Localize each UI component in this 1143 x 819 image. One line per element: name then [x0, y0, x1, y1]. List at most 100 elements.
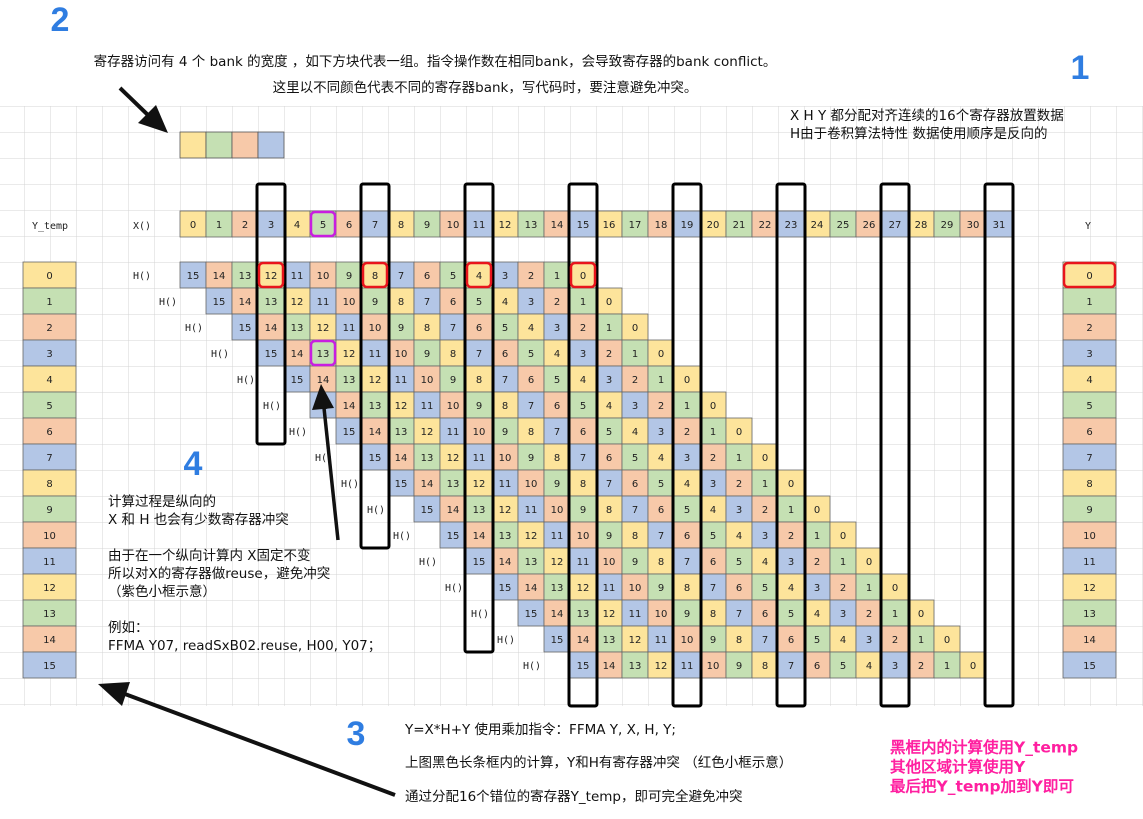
y-register	[1062, 391, 1117, 419]
h-register-label: 15	[525, 609, 538, 620]
h-register-label: 7	[788, 661, 794, 672]
h-label: H()	[237, 375, 255, 386]
h-register-label: 11	[655, 635, 668, 646]
h-register-label: 9	[346, 271, 352, 282]
h-register	[751, 495, 779, 523]
h-register	[309, 313, 337, 341]
x-register	[595, 210, 623, 238]
y-temp-register-label: 2	[46, 323, 52, 334]
h-register-label: 9	[684, 609, 690, 620]
note-line: 上图黑色长条框内的计算，Y和H有寄存器冲突 （红色小框示意）	[405, 754, 792, 771]
h-register-label: 9	[580, 505, 586, 516]
h-register	[543, 599, 571, 627]
y-register	[1062, 469, 1117, 497]
h-register-label: 6	[606, 453, 612, 464]
h-register	[569, 365, 597, 393]
h-register	[387, 469, 415, 497]
h-register	[543, 339, 571, 367]
h-register-label: 10	[447, 401, 460, 412]
h-register	[829, 573, 857, 601]
h-register-label: 10	[499, 453, 512, 464]
h-register	[335, 417, 363, 445]
h-register	[725, 495, 753, 523]
h-register-label: 8	[450, 349, 456, 360]
y-temp-register	[22, 443, 77, 471]
h-register-label: 13	[291, 323, 304, 334]
h-register	[413, 391, 441, 419]
h-register-label: 12	[395, 401, 408, 412]
h-register-label: 2	[736, 479, 742, 490]
h-register-label: 5	[502, 323, 508, 334]
h-register-label: 14	[239, 297, 252, 308]
h-register	[569, 417, 597, 445]
h-register-label: 12	[291, 297, 304, 308]
h-register	[439, 521, 467, 549]
h-register-label: 8	[476, 375, 482, 386]
x-register	[907, 210, 935, 238]
x-register-label: 7	[372, 220, 378, 231]
step-number: 3	[347, 715, 366, 753]
note-line: X H Y 都分配对齐连续的16个寄存器放置数据	[790, 107, 1064, 124]
x-register-label: 12	[499, 220, 512, 231]
h-register-label: 8	[606, 505, 612, 516]
x-register	[283, 210, 311, 238]
h-register	[439, 287, 467, 315]
y-temp-register-label: 12	[43, 583, 56, 594]
h-register-label: 0	[788, 479, 794, 490]
h-register-label: 1	[658, 375, 664, 386]
conflict-marker	[465, 261, 493, 289]
bank-swatch	[231, 131, 259, 159]
h-register-label: 8	[502, 401, 508, 412]
y-temp-register-label: 9	[46, 505, 52, 516]
x-register-label: 6	[346, 220, 352, 231]
h-register-label: 15	[265, 349, 278, 360]
h-register-label: 13	[265, 297, 278, 308]
y-register	[1062, 417, 1117, 445]
conflict-column	[775, 182, 807, 708]
h-register-label: 1	[632, 349, 638, 360]
h-register-label: 5	[736, 557, 742, 568]
h-register	[387, 261, 415, 289]
conflict-marker	[569, 261, 597, 289]
h-register-label: 13	[317, 349, 330, 360]
h-register-label: 12	[369, 375, 382, 386]
y-register-label: 4	[1086, 375, 1092, 386]
x-register	[959, 210, 987, 238]
note-line: 寄存器访问有 4 个 bank 的宽度 ，如下方块代表一组。指令操作数在相同ba…	[94, 53, 777, 70]
h-register-label: 5	[528, 349, 534, 360]
h-register-label: 2	[528, 271, 534, 282]
h-register-label: 5	[476, 297, 482, 308]
h-register-label: 0	[606, 297, 612, 308]
x-register	[751, 210, 779, 238]
h-register	[725, 573, 753, 601]
arrow-head	[312, 384, 334, 410]
h-register	[777, 651, 805, 679]
h-register-label: 9	[450, 375, 456, 386]
h-register-label: 4	[840, 635, 846, 646]
conflict-column	[983, 182, 1015, 708]
h-register-label: 7	[502, 375, 508, 386]
x-register-label: 20	[707, 220, 720, 231]
note-line: X 和 H 也会有少数寄存器冲突	[108, 511, 289, 528]
h-register-label: 10	[707, 661, 720, 672]
h-register-label: 2	[658, 401, 664, 412]
h-register-label: 8	[528, 427, 534, 438]
step-number: 2	[51, 1, 70, 39]
h-register-label: 12	[499, 505, 512, 516]
y-temp-register	[22, 417, 77, 445]
h-register-label: 4	[762, 557, 768, 568]
h-register-label: 0	[684, 375, 690, 386]
note-line: 所以对X的寄存器做reuse，避免冲突	[108, 565, 330, 582]
h-register-label: 15	[213, 297, 226, 308]
x-register	[803, 210, 831, 238]
h-register-label: 0	[892, 583, 898, 594]
h-register-label: 11	[629, 609, 642, 620]
step-number: 1	[1071, 49, 1090, 87]
y-register-label: 3	[1086, 349, 1092, 360]
h-register-label: 14	[421, 479, 434, 490]
h-register-label: 6	[450, 297, 456, 308]
y-temp-register	[22, 625, 77, 653]
arrows	[98, 86, 396, 797]
h-register-label: 13	[603, 635, 616, 646]
